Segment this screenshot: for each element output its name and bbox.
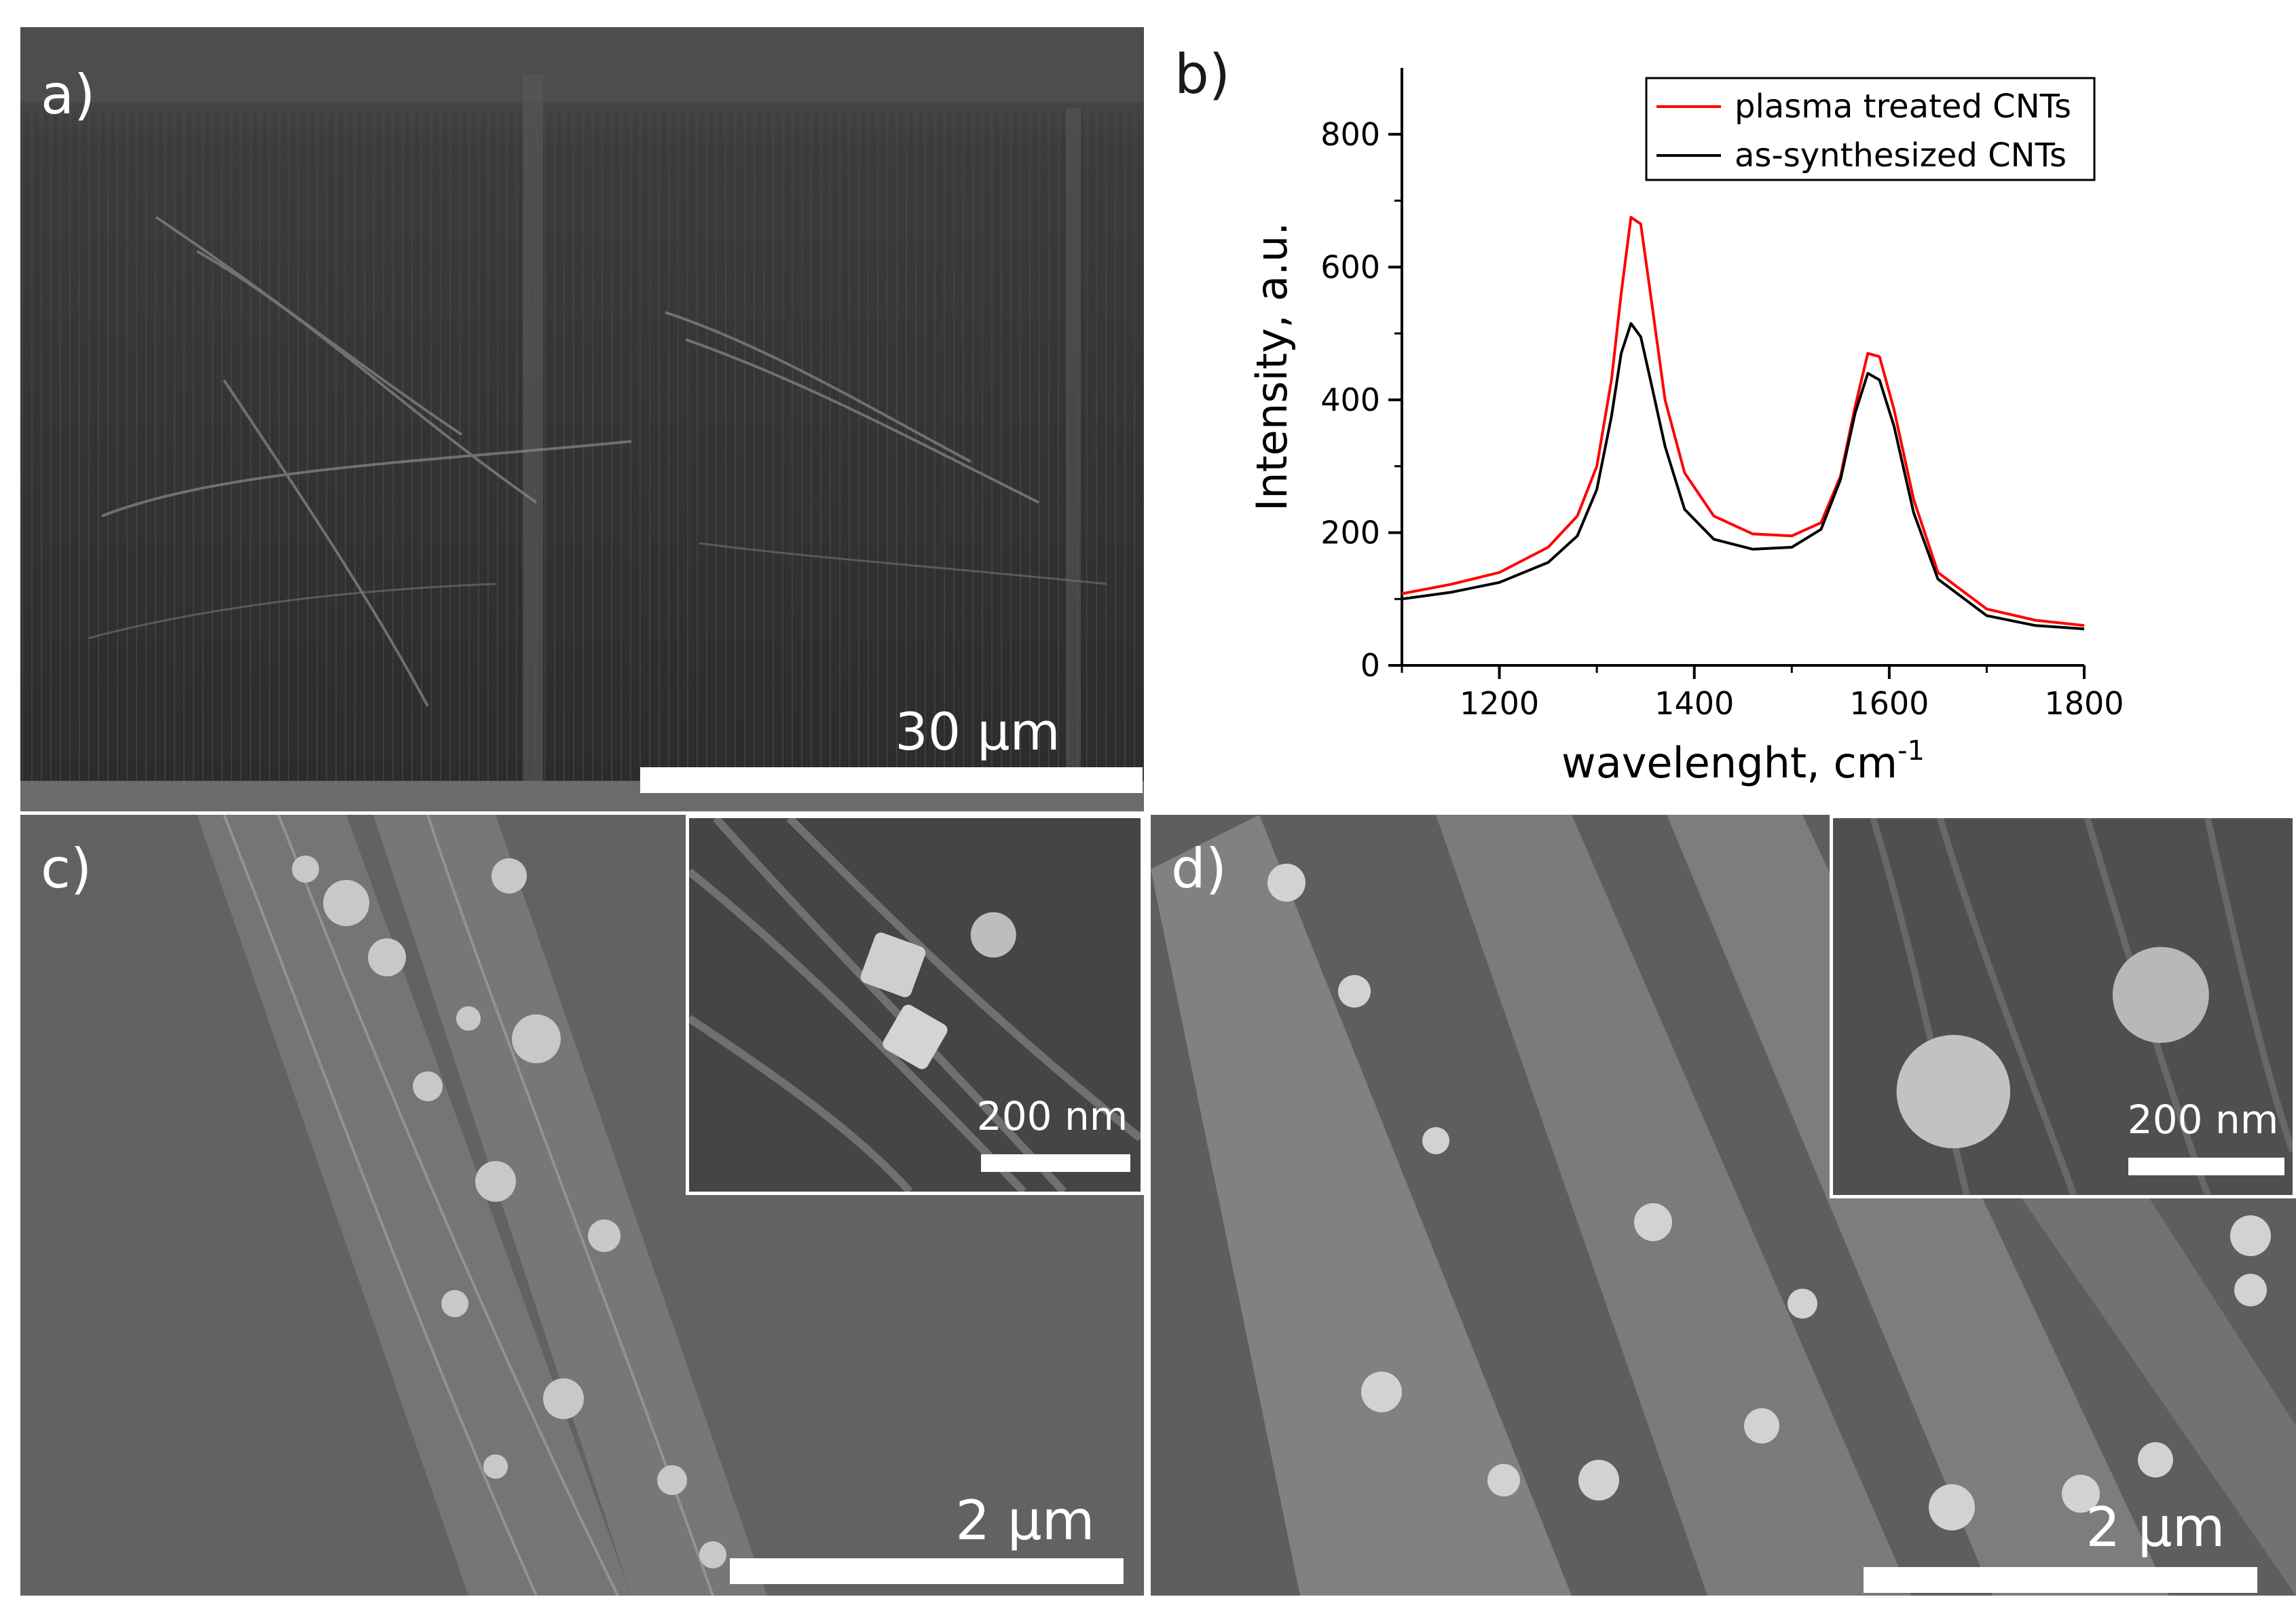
panel-c-sem-image: c) 200 nm 2 μm: [20, 815, 1144, 1596]
legend-label-0: plasma treated CNTs: [1735, 88, 2071, 126]
scale-bar-a: [640, 767, 1143, 793]
inset-image-c: [689, 818, 1141, 1192]
scale-bar-d: [1864, 1567, 2257, 1593]
panel-d-sem-image: d) 200 nm 2 μm: [1151, 815, 2296, 1596]
y-tick-label: 600: [1320, 249, 1380, 285]
raman-chart: 0 200 400 600 800 1200 1400 1600 1800 wavelenght,…: [1247, 68, 2124, 788]
legend-label-1: as-synthesized CNTs: [1735, 136, 2067, 174]
y-tick-label: 0: [1360, 647, 1380, 684]
scale-bar-label-c: 2 μm: [955, 1489, 1095, 1552]
y-tick-label: 400: [1320, 382, 1380, 418]
panel-label-d: d): [1171, 837, 1227, 900]
inset-c: 200 nm: [686, 815, 1144, 1195]
inset-scale-bar-c: [981, 1154, 1130, 1172]
x-tick-label: 1800: [2044, 685, 2124, 722]
scale-bar-label-d: 2 μm: [2086, 1496, 2225, 1559]
inset-d: 200 nm: [1830, 815, 2296, 1198]
scale-bar-label-a: 30 μm: [895, 701, 1060, 762]
legend-box: [1645, 77, 2096, 181]
panel-a-sem-image: a) 30 μm: [20, 27, 1144, 811]
panel-label-c: c): [41, 837, 92, 900]
panel-b-chart: 0 200 400 600 800 1200 1400 1600 1800 wavelenght,…: [1147, 27, 2295, 811]
inset-scale-label-d: 200 nm: [2127, 1097, 2279, 1143]
inset-image-d: [1833, 818, 2293, 1195]
scale-bar-c: [730, 1558, 1124, 1584]
y-tick-label: 200: [1320, 514, 1380, 551]
series-line-0: [1401, 216, 2085, 627]
series-line-1: [1401, 322, 2085, 631]
x-axis-label: wavelenght, cm-1: [1561, 735, 1925, 788]
x-tick-label: 1400: [1654, 685, 1734, 722]
x-tick-label: 1600: [1849, 685, 1929, 722]
inset-scale-label-c: 200 nm: [976, 1093, 1128, 1139]
sem-image-a: [20, 27, 1144, 811]
x-axis-label-superscript: -1: [1897, 735, 1925, 767]
sem-image-d: [1151, 815, 2296, 1596]
panel-label-a: a): [41, 63, 96, 126]
panel-label-b: b): [1174, 43, 1230, 106]
inset-scale-bar-d: [2128, 1158, 2284, 1175]
x-tick-label: 1200: [1460, 685, 1539, 722]
y-axis-label: Intensity, a.u.: [1247, 222, 1297, 511]
y-tick-label: 800: [1320, 116, 1380, 153]
